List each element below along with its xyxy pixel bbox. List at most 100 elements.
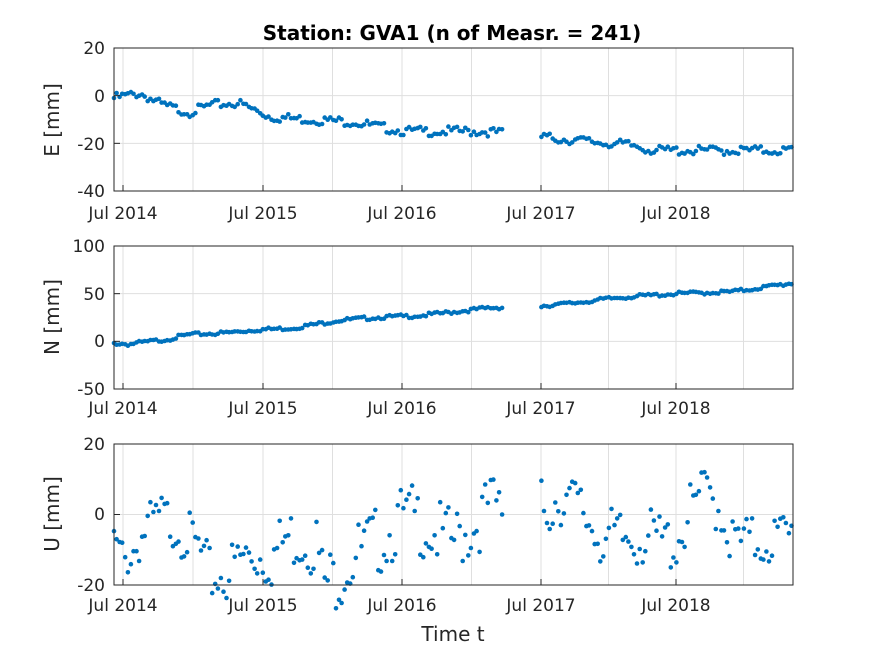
data-point bbox=[468, 545, 474, 551]
data-point bbox=[181, 554, 187, 559]
north-grid bbox=[114, 246, 793, 389]
data-point bbox=[586, 523, 592, 528]
data-point bbox=[114, 90, 119, 96]
x-axis-label: Time t bbox=[420, 622, 484, 646]
data-point bbox=[395, 503, 401, 508]
data-point bbox=[243, 545, 249, 550]
data-point bbox=[674, 145, 679, 150]
data-point bbox=[479, 494, 485, 500]
data-point bbox=[114, 536, 119, 542]
data-point bbox=[423, 313, 429, 319]
data-point bbox=[254, 571, 260, 576]
data-point bbox=[167, 534, 173, 539]
data-point bbox=[145, 513, 150, 519]
data-point bbox=[190, 520, 195, 525]
data-point bbox=[401, 132, 406, 138]
data-point bbox=[299, 325, 305, 331]
data-point bbox=[443, 132, 449, 137]
data-point bbox=[235, 101, 240, 107]
data-point bbox=[578, 487, 584, 493]
data-point bbox=[432, 533, 437, 538]
up-xtick-label: Jul 2018 bbox=[640, 596, 710, 616]
data-point bbox=[710, 496, 716, 501]
data-point bbox=[224, 595, 229, 601]
data-point bbox=[252, 566, 257, 572]
east-xtick-label: Jul 2015 bbox=[227, 204, 297, 224]
data-point bbox=[151, 509, 156, 515]
data-point bbox=[581, 510, 586, 516]
data-point bbox=[333, 606, 339, 611]
data-point bbox=[184, 549, 190, 555]
data-point bbox=[215, 586, 221, 591]
data-point bbox=[716, 291, 721, 296]
data-point bbox=[460, 558, 466, 564]
data-point bbox=[173, 103, 179, 108]
data-point bbox=[468, 132, 474, 138]
east-xtick-label: Jul 2017 bbox=[505, 204, 575, 224]
data-point bbox=[381, 121, 387, 126]
north-xtick-label: Jul 2017 bbox=[505, 399, 575, 419]
data-point bbox=[254, 108, 260, 113]
data-point bbox=[421, 554, 426, 560]
data-point bbox=[241, 551, 246, 557]
data-point bbox=[662, 525, 668, 530]
data-point bbox=[235, 544, 240, 549]
data-point bbox=[314, 519, 319, 525]
data-point bbox=[260, 570, 266, 575]
data-point bbox=[634, 561, 640, 566]
data-point bbox=[176, 539, 181, 544]
up-points bbox=[111, 469, 794, 611]
data-point bbox=[322, 575, 328, 580]
data-point bbox=[454, 124, 460, 130]
data-point bbox=[196, 536, 201, 541]
data-point bbox=[738, 538, 744, 544]
data-point bbox=[446, 505, 451, 510]
data-point bbox=[550, 521, 555, 526]
data-point bbox=[316, 550, 322, 556]
data-point bbox=[243, 101, 249, 107]
up-ytick-label: 0 bbox=[94, 505, 105, 525]
data-point bbox=[761, 557, 766, 562]
data-point bbox=[286, 533, 291, 538]
data-point bbox=[238, 97, 243, 103]
east-xtick-label: Jul 2014 bbox=[87, 204, 157, 224]
data-point bbox=[665, 144, 671, 149]
data-point bbox=[691, 151, 696, 157]
north-xtick-label: Jul 2016 bbox=[366, 399, 436, 419]
data-point bbox=[356, 522, 361, 527]
data-point bbox=[406, 491, 412, 497]
data-point bbox=[446, 124, 451, 129]
data-point bbox=[752, 552, 758, 558]
north-ytick-label: -50 bbox=[77, 380, 105, 400]
data-point bbox=[187, 510, 192, 515]
data-point bbox=[142, 94, 147, 99]
data-point bbox=[741, 526, 747, 531]
east-grid bbox=[114, 48, 793, 191]
data-point bbox=[193, 110, 198, 116]
data-point bbox=[781, 515, 786, 520]
data-point bbox=[460, 129, 466, 134]
data-point bbox=[772, 518, 777, 524]
data-point bbox=[398, 487, 404, 493]
data-point bbox=[249, 559, 254, 564]
north-xtick-label: Jul 2014 bbox=[87, 399, 157, 419]
chart-title: Station: GVA1 (n of Measr. = 241) bbox=[263, 21, 642, 45]
data-point bbox=[494, 129, 499, 135]
up-xtick-label: Jul 2017 bbox=[505, 596, 575, 616]
data-point bbox=[389, 558, 395, 564]
data-point bbox=[156, 96, 162, 102]
data-point bbox=[218, 575, 224, 581]
data-point bbox=[620, 537, 626, 543]
east-ticks bbox=[114, 47, 677, 192]
data-point bbox=[474, 528, 479, 534]
data-point bbox=[640, 560, 645, 565]
data-point bbox=[674, 560, 679, 565]
data-point bbox=[778, 151, 783, 156]
data-point bbox=[156, 508, 162, 514]
data-point bbox=[553, 500, 558, 505]
data-point bbox=[136, 558, 142, 564]
data-point bbox=[598, 559, 603, 564]
data-point bbox=[586, 136, 592, 141]
data-point bbox=[668, 565, 674, 570]
